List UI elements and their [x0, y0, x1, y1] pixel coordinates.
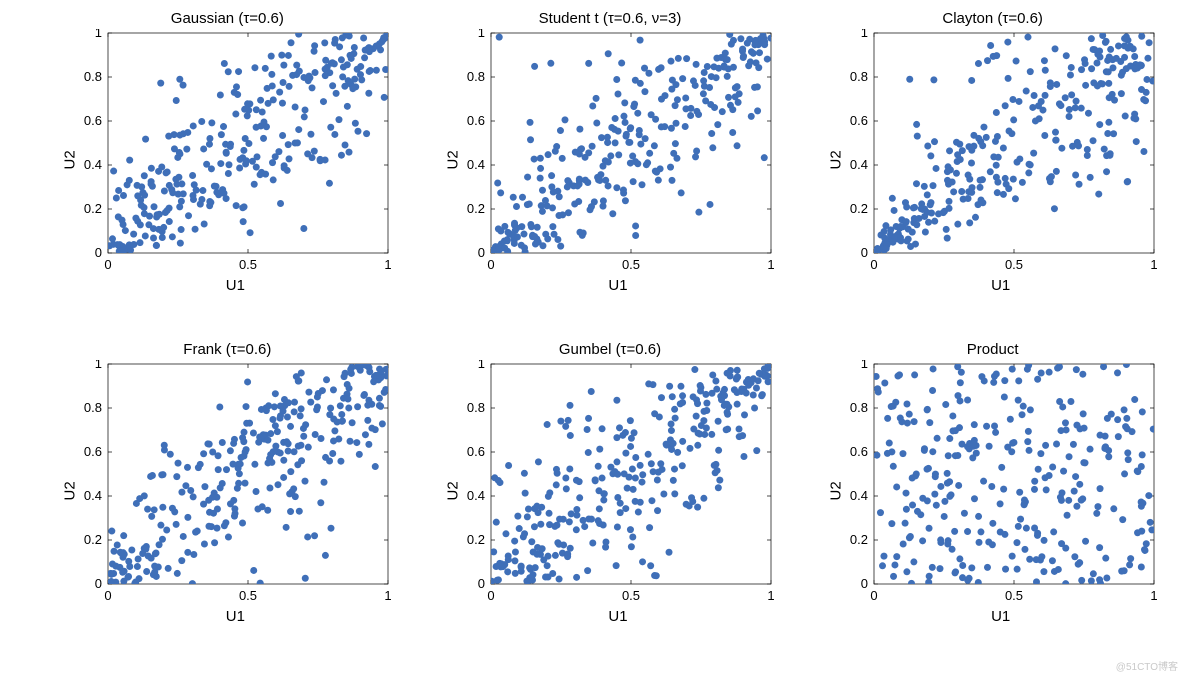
y-tick-label: 0.2 — [84, 532, 102, 547]
x-tick-label: 0 — [105, 588, 112, 603]
x-tick-label: 0.5 — [1005, 588, 1023, 603]
y-tick-label: 0.8 — [84, 400, 102, 415]
figure: { "figure": { "width_px": 1184, "height_… — [0, 0, 1184, 677]
y-axis-label: U2 — [62, 485, 79, 501]
y-tick-label: 0.8 — [467, 400, 485, 415]
subplot-title: Student t (τ=0.6, ν=3) — [539, 10, 682, 27]
scatter-points — [488, 363, 771, 585]
y-axis-label: U2 — [444, 154, 461, 170]
y-tick-label: 0.6 — [850, 113, 868, 128]
y-tick-label: 0 — [478, 245, 485, 260]
y-axis-label: U2 — [62, 154, 79, 170]
scatter-plot: 0 0.5 1 0 0.2 0.4 0.6 0.8 1 — [844, 360, 1158, 610]
y-tick-label: 0.4 — [467, 157, 485, 172]
subplot-title: Gaussian (τ=0.6) — [171, 10, 284, 27]
subplot-title: Frank (τ=0.6) — [183, 341, 271, 358]
y-tick-label: 1 — [95, 29, 102, 40]
x-axis-label: U1 — [991, 608, 1010, 625]
y-tick-label: 0.8 — [850, 69, 868, 84]
x-tick-label: 0.5 — [239, 257, 257, 272]
watermark: @51CTO博客 — [1116, 658, 1178, 673]
y-tick-label: 0.2 — [850, 532, 868, 547]
subplot-title: Clayton (τ=0.6) — [942, 10, 1043, 27]
x-axis-label: U1 — [226, 277, 245, 294]
y-tick-label: 0.6 — [84, 113, 102, 128]
x-tick-label: 0 — [870, 257, 877, 272]
y-tick-label: 0.2 — [467, 201, 485, 216]
x-tick-label: 0 — [487, 588, 494, 603]
subplot-clayton: Clayton (τ=0.6) U2 0 0.5 1 0 0.2 0.4 0.6 0.8 1 U1 — [825, 10, 1160, 319]
y-tick-label: 0.6 — [84, 444, 102, 459]
x-axis-label: U1 — [991, 277, 1010, 294]
x-axis-label: U1 — [226, 608, 245, 625]
y-tick-label: 0.4 — [850, 157, 868, 172]
x-tick-label: 1 — [767, 588, 774, 603]
scatter-points — [488, 31, 774, 256]
y-tick-label: 0 — [478, 576, 485, 591]
x-tick-label: 0.5 — [622, 588, 640, 603]
y-tick-label: 1 — [860, 29, 867, 40]
scatter-points — [107, 30, 391, 254]
x-tick-label: 1 — [385, 257, 392, 272]
y-tick-label: 1 — [478, 360, 485, 371]
x-axis-label: U1 — [608, 608, 627, 625]
y-tick-label: 0 — [860, 245, 867, 260]
scatter-plot: 0 0.5 1 0 0.2 0.4 0.6 0.8 1 — [461, 29, 775, 279]
scatter-plot: 0 0.5 1 0 0.2 0.4 0.6 0.8 1 — [78, 29, 392, 279]
y-tick-label: 0 — [95, 576, 102, 591]
y-tick-label: 0.6 — [467, 113, 485, 128]
y-tick-label: 0.8 — [84, 69, 102, 84]
subplot-product: Product U2 0 0.5 1 0 0.2 0.4 0.6 0.8 1 U1 — [825, 341, 1160, 650]
y-tick-label: 0.6 — [467, 444, 485, 459]
y-tick-label: 0.8 — [850, 400, 868, 415]
x-tick-label: 0.5 — [239, 588, 257, 603]
y-tick-label: 0 — [860, 576, 867, 591]
x-tick-label: 0 — [105, 257, 112, 272]
scatter-plot: 0 0.5 1 0 0.2 0.4 0.6 0.8 1 — [844, 29, 1158, 279]
y-tick-label: 1 — [95, 360, 102, 371]
y-tick-label: 0.2 — [84, 201, 102, 216]
x-tick-label: 0 — [870, 588, 877, 603]
scatter-points — [872, 361, 1156, 587]
subplot-gumbel: Gumbel (τ=0.6) U2 0 0.5 1 0 0.2 0.4 0.6 0.8 1 U1 — [443, 341, 778, 650]
scatter-plot: 0 0.5 1 0 0.2 0.4 0.6 0.8 1 — [78, 360, 392, 610]
subplot-title: Product — [967, 341, 1019, 358]
x-tick-label: 0 — [487, 257, 494, 272]
y-tick-label: 0.4 — [84, 157, 102, 172]
y-tick-label: 0.2 — [850, 201, 868, 216]
scatter-plot: 0 0.5 1 0 0.2 0.4 0.6 0.8 1 — [461, 360, 775, 610]
y-tick-label: 0.6 — [850, 444, 868, 459]
y-tick-label: 0.4 — [467, 488, 485, 503]
y-tick-label: 1 — [860, 360, 867, 371]
x-tick-label: 1 — [385, 588, 392, 603]
y-tick-label: 0.4 — [84, 488, 102, 503]
scatter-points — [871, 32, 1156, 256]
x-tick-label: 1 — [1150, 588, 1157, 603]
subplot-grid: Gaussian (τ=0.6) U2 0 0.5 1 0 0.2 0.4 0.6 0.8 1 U1 S… — [60, 10, 1160, 650]
subplot-studentt: Student t (τ=0.6, ν=3)U200.5100.20.40.60… — [443, 10, 778, 319]
subplot-gaussian: Gaussian (τ=0.6) U2 0 0.5 1 0 0.2 0.4 0.6 0.8 1 U1 — [60, 10, 395, 319]
scatter-points — [108, 361, 392, 587]
y-tick-label: 0.8 — [467, 69, 485, 84]
y-axis-label: U2 — [827, 154, 844, 170]
x-tick-label: 1 — [1150, 257, 1157, 272]
y-tick-label: 0 — [95, 245, 102, 260]
x-tick-label: 1 — [767, 257, 774, 272]
subplot-title: Gumbel (τ=0.6) — [559, 341, 661, 358]
y-axis-label: U2 — [827, 485, 844, 501]
x-axis-label: U1 — [608, 277, 627, 294]
x-tick-label: 0.5 — [1005, 257, 1023, 272]
y-tick-label: 1 — [478, 29, 485, 40]
x-tick-label: 0.5 — [622, 257, 640, 272]
y-tick-label: 0.4 — [850, 488, 868, 503]
subplot-frank: Frank (τ=0.6) U2 0 0.5 1 0 0.2 0.4 0.6 0.8 1 U1 — [60, 341, 395, 650]
y-tick-label: 0.2 — [467, 532, 485, 547]
y-axis-label: U2 — [444, 485, 461, 501]
